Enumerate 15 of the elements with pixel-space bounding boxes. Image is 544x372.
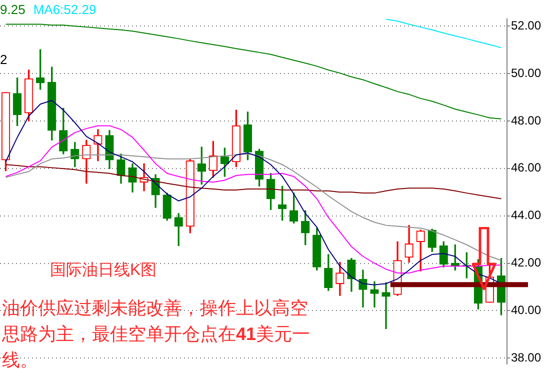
annotation: 2 — [0, 52, 8, 67]
y-tick-label: 50.00 — [511, 66, 542, 80]
y-tick-label: 38.00 — [511, 350, 542, 364]
y-tick-label: 52.00 — [511, 18, 542, 32]
candlestick — [382, 282, 390, 330]
candlestick — [370, 281, 379, 308]
y-tick-label: 46.00 — [511, 160, 542, 175]
y-tick-label: 42.00 — [511, 256, 542, 270]
y-tick-label: 48.00 — [511, 113, 542, 128]
y-tick-label: 40.00 — [511, 302, 542, 317]
annotation: 国际油日线K图 — [50, 262, 157, 279]
series-label: 9.25 — [0, 2, 26, 17]
y-tick-label: 44.00 — [511, 208, 542, 222]
text: MA6:52.29 — [33, 2, 96, 17]
text: 油价供应过剩未能改善，操作上以高空思路为主，最佳空单开仓点在41美元一线。 — [2, 298, 310, 370]
